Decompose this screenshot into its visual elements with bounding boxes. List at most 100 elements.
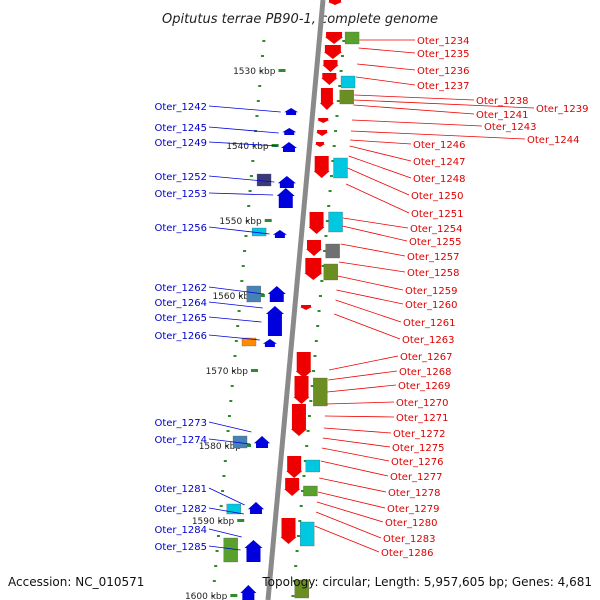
ruler-dot-left <box>252 145 256 147</box>
ruler-dot-right <box>329 175 333 177</box>
ruler-dot-right <box>312 370 316 372</box>
gene-label-right: Oter_1255 <box>409 237 462 248</box>
forward-gene-arrow <box>240 585 257 600</box>
kbp-tick-label: 1530 kbp <box>233 67 276 77</box>
ruler-dot-left <box>259 70 263 72</box>
forward-gene-arrow <box>277 176 296 188</box>
ruler-dot-right <box>296 535 300 537</box>
cog-category-box <box>313 377 328 407</box>
ruler-dot-right <box>340 55 344 57</box>
right-gene-labels: Oter_1234 Oter_1235 Oter_1236 Oter_1237 Oter… <box>381 36 589 559</box>
ruler-dots <box>211 40 346 597</box>
genome-backbone <box>265 0 326 600</box>
reverse-gene-arrow <box>308 212 325 234</box>
leader-line-right <box>336 289 404 305</box>
ruler-dot-right <box>327 205 331 207</box>
leader-line-right <box>348 155 412 179</box>
gene-label-left: Oter_1256 <box>154 223 207 234</box>
gene-label-right: Oter_1276 <box>391 457 444 468</box>
ruler-dot-left <box>247 205 251 207</box>
cog-category-box <box>339 89 354 105</box>
kbp-tick-label: 1570 kbp <box>206 367 249 377</box>
leader-line-right <box>347 167 410 196</box>
leader-line-left <box>208 141 278 147</box>
leader-line-left <box>208 105 281 113</box>
gene-label-right: Oter_1280 <box>385 518 438 529</box>
reverse-gene-arrow <box>290 404 307 436</box>
leader-line-right <box>319 477 387 493</box>
leader-line-right <box>323 427 392 434</box>
cog-category-box <box>340 75 356 89</box>
forward-gene-arrow <box>284 108 299 115</box>
kbp-tick-label: 1540 kbp <box>226 142 269 152</box>
leader-line-left <box>208 286 265 295</box>
kbp-tick-mark <box>257 294 265 297</box>
ruler-dot-left <box>237 310 241 312</box>
ruler-dot-left <box>234 340 238 342</box>
ruler-dot-left <box>255 115 259 117</box>
leader-line-right <box>324 415 395 418</box>
ruler-dot-right <box>306 430 310 432</box>
ruler-dot-right <box>307 415 311 417</box>
gene-label-right: Oter_1271 <box>396 413 449 424</box>
ruler-dot-right <box>324 235 328 237</box>
forward-gene-arrow <box>267 286 286 302</box>
leader-line-left <box>208 421 252 433</box>
ruler-dot-left <box>243 250 247 252</box>
leader-line-right <box>353 104 475 115</box>
leader-line-left <box>208 192 274 196</box>
leader-line-right <box>337 275 404 291</box>
ruler-dot-left <box>215 550 219 552</box>
ruler-dot-right <box>335 115 339 117</box>
gene-label-right: Oter_1236 <box>417 66 470 77</box>
forward-gene-arrow <box>276 188 295 208</box>
ruler-dot-right <box>320 280 324 282</box>
leader-line-right <box>355 76 416 86</box>
label-leader-lines <box>208 39 535 553</box>
ruler-dot-left <box>244 235 248 237</box>
gene-label-left: Oter_1285 <box>154 542 207 553</box>
ruler-dot-right <box>292 580 296 582</box>
gene-label-right: Oter_1258 <box>407 268 460 279</box>
ruler-dot-right <box>342 40 346 42</box>
ruler-dot-right <box>318 295 322 297</box>
gene-label-right: Oter_1248 <box>413 174 466 185</box>
gene-label-right: Oter_1261 <box>403 318 456 329</box>
gene-label-right: Oter_1251 <box>411 209 464 220</box>
gene-label-right: Oter_1237 <box>417 81 470 92</box>
kbp-tick-label: 1600 kbp <box>185 592 228 600</box>
gene-label-right: Oter_1269 <box>398 381 451 392</box>
gene-label-right: Oter_1238 <box>476 96 529 107</box>
leader-line-right <box>340 243 406 257</box>
ruler-dot-right <box>313 355 317 357</box>
forward-gene-arrow <box>280 142 297 152</box>
ruler-dot-right <box>302 475 306 477</box>
ruler-dot-left <box>233 355 237 357</box>
reverse-gene-arrow <box>286 456 303 478</box>
ruler-dot-right <box>301 490 305 492</box>
gene-label-right: Oter_1244 <box>527 135 580 146</box>
reverse-gene-arrow <box>317 118 330 123</box>
cog-category-box <box>226 503 241 515</box>
ruler-dot-left <box>226 430 230 432</box>
leader-line-right <box>342 225 408 242</box>
gene-label-left: Oter_1249 <box>154 138 207 149</box>
leader-line-right <box>327 384 397 393</box>
leader-line-left <box>208 545 241 551</box>
gene-label-left: Oter_1264 <box>154 298 207 309</box>
cog-category-box <box>256 173 272 187</box>
leader-line-right <box>338 261 406 273</box>
cog-category-box <box>223 537 238 563</box>
leader-line-right <box>357 63 416 71</box>
cog-category-box <box>325 243 340 259</box>
ruler-dot-right <box>314 340 318 342</box>
cog-category-box <box>299 521 315 547</box>
reverse-gene-arrow <box>280 518 297 544</box>
reverse-gene-arrow <box>319 88 334 110</box>
ruler-dot-right <box>321 265 325 267</box>
leader-line-right <box>316 501 384 523</box>
reverse-gene-arrow <box>300 305 313 310</box>
ruler-dot-left <box>240 280 244 282</box>
left-gene-labels: Oter_1242 Oter_1245 Oter_1249 Oter_1252 Oter… <box>154 102 207 553</box>
ruler-dot-left <box>258 85 262 87</box>
